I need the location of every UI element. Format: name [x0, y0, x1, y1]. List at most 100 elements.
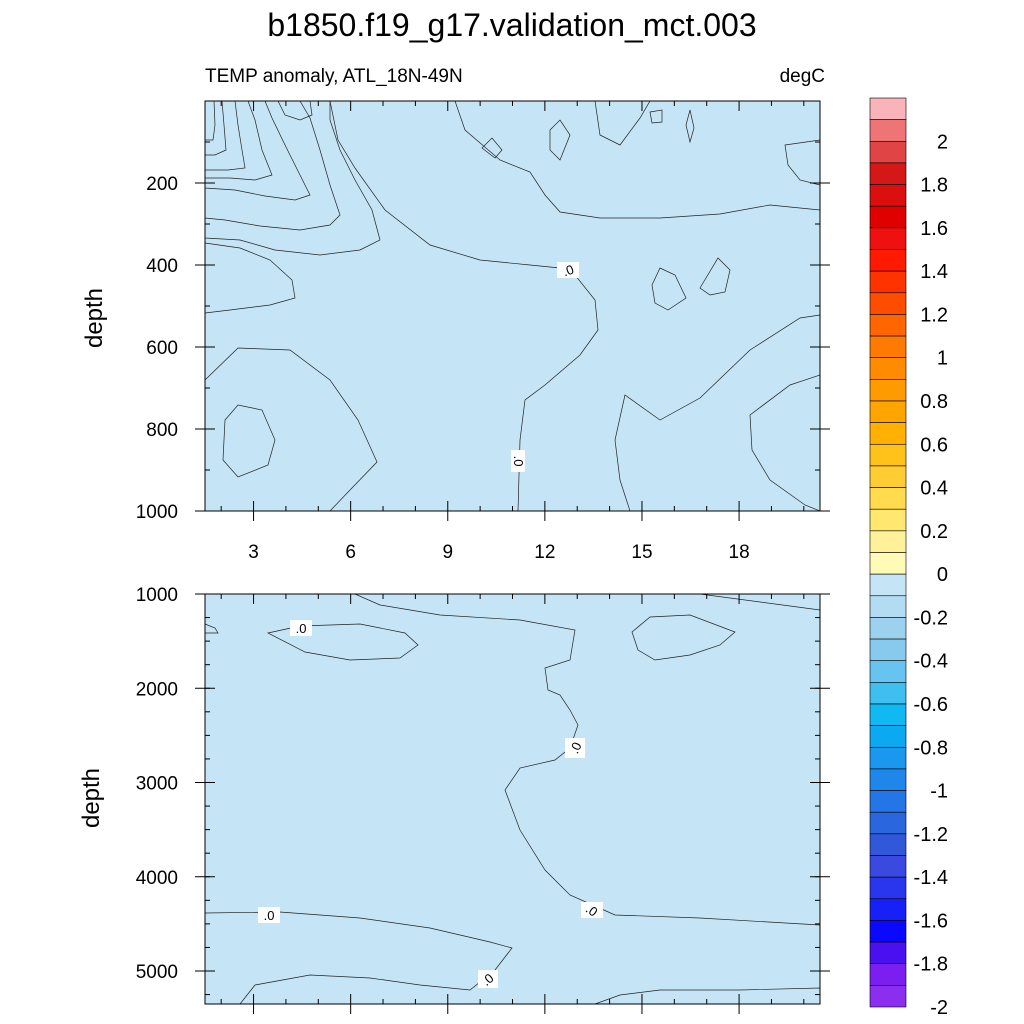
colorbar-swatch: [869, 314, 907, 337]
top-cold-core-1: [205, 101, 381, 256]
colorbar-swatch: [869, 941, 907, 965]
top-ytick-label: 1000: [136, 502, 178, 523]
bottom-y-axis-label: depth: [78, 768, 105, 828]
top-cold-core-4: [205, 101, 273, 181]
top-contour-label-2-text: .0: [511, 456, 526, 467]
colorbar-swatch: [869, 184, 907, 207]
bottom-contour-label-1: .0: [290, 620, 312, 636]
top-xtick-label: 6: [345, 542, 356, 563]
colorbar-swatch: [869, 335, 907, 359]
top-field-base: [205, 101, 820, 511]
colorbar-swatch: [869, 833, 907, 856]
colorbar-swatch: [869, 790, 907, 813]
top-warm-patch-a: [594, 101, 651, 146]
bottom-ytick-label: 2000: [136, 679, 178, 700]
top-y-axis-label: depth: [81, 288, 108, 348]
bottom-panel-plot: .0 .0 .0 .0 .0: [204, 593, 821, 1005]
colorbar-swatch: [869, 270, 907, 294]
colorbar: 2 1.8 1.6 1.4 1.2 1 0.8 0.6 0.4 0.2 0 -0.2 -0.4 -0.6 -…: [869, 97, 948, 1019]
colorbar-swatch: [869, 617, 907, 640]
top-xtick-label: 12: [534, 542, 555, 563]
colorbar-swatch: [869, 465, 907, 488]
colorbar-swatch: [869, 400, 907, 423]
colorbar-swatch: [869, 97, 907, 120]
top-contour-label-1: .0: [557, 262, 579, 280]
colorbar-swatch: [869, 508, 907, 532]
top-ytick-label: 800: [146, 420, 178, 441]
top-cold-core-5: [205, 101, 246, 171]
top-cold-island-c: [651, 267, 687, 311]
chart-units: degC: [780, 66, 825, 87]
bottom-y-axis: 1000 2000 3000 4000 5000: [136, 585, 830, 996]
colorbar-swatch: [869, 422, 907, 445]
bottom-field-base: [205, 594, 820, 1004]
colorbar-label: -2: [930, 997, 948, 1019]
top-xtick-label: 3: [248, 542, 259, 563]
bottom-contour-label-2: .0: [565, 738, 585, 758]
colorbar-label: 2: [937, 131, 948, 153]
top-warm-patch-d: [649, 109, 663, 124]
colorbar-swatch: [869, 920, 907, 943]
top-xtick-label: 18: [729, 542, 750, 563]
colorbar-swatch: [869, 703, 907, 726]
top-cold-bump: [277, 101, 313, 121]
colorbar-label: -1.8: [914, 954, 948, 976]
top-xtick-label: 15: [631, 542, 652, 563]
top-xtick-label: 9: [442, 542, 453, 563]
colorbar-label: 1.4: [920, 261, 948, 283]
colorbar-swatch: [869, 898, 907, 921]
top-cold-core-7: [205, 101, 216, 141]
colorbar-swatch: [869, 249, 907, 272]
colorbar-label: 1.6: [920, 218, 948, 240]
colorbar-label: 0.6: [920, 434, 948, 456]
bottom-contour-label-3: .0: [581, 901, 603, 920]
colorbar-swatch: [869, 660, 907, 683]
top-cold-pool-inner: [222, 404, 276, 478]
top-ytick-label: 200: [146, 174, 178, 195]
top-cold-core-6: [205, 101, 227, 156]
bottom-upper-lens: [266, 623, 419, 661]
colorbar-swatch: [869, 140, 907, 164]
top-cold-island-a: [481, 137, 503, 159]
top-cold-island-b: [685, 109, 695, 144]
colorbar-swatch: [869, 205, 907, 229]
colorbar-swatch: [869, 292, 907, 315]
top-ytick-label: 600: [146, 338, 178, 359]
bottom-left-edge-lens: [205, 623, 219, 634]
colorbar-label: 1.2: [920, 304, 948, 326]
colorbar-label: 0: [937, 564, 948, 586]
colorbar-swatch: [869, 443, 907, 467]
colorbar-swatch: [869, 725, 907, 748]
top-contour-label-1-text: .0: [561, 262, 576, 280]
colorbar-swatch: [869, 552, 907, 575]
top-positive-region: [329, 101, 820, 511]
colorbar-swatch: [869, 768, 907, 791]
colorbar-label: -1.6: [914, 910, 948, 932]
bottom-lower-right-band: [594, 987, 820, 1004]
colorbar-label: -0.6: [914, 694, 948, 716]
colorbar-label: 0.8: [920, 391, 948, 413]
colorbar-label: 0.4: [920, 478, 948, 500]
colorbar-label: -0.4: [914, 651, 948, 673]
colorbar-swatch: [869, 811, 907, 835]
colorbar-swatch: [869, 119, 907, 142]
colorbar-swatch: [869, 746, 907, 770]
bottom-top-right-band: [699, 594, 820, 611]
top-warm-patch-c: [549, 119, 571, 161]
top-cold-core-2: [205, 101, 341, 231]
colorbar-label: -1.2: [914, 824, 948, 846]
top-ytick-label: 400: [146, 256, 178, 277]
colorbar-swatch: [869, 227, 907, 250]
top-left-positive-lens: [205, 242, 296, 314]
bottom-contour-label-5: .0: [478, 970, 498, 989]
chart-title: b1850.f19_g17.validation_mct.003: [267, 7, 756, 43]
bottom-lower-lens: [205, 911, 513, 1004]
top-cold-island-d: [699, 257, 731, 296]
bottom-contour-label-1-text: .0: [296, 621, 307, 636]
colorbar-swatch: [869, 379, 907, 402]
colorbar-swatch: [869, 573, 907, 597]
bottom-ytick-label: 3000: [136, 774, 178, 795]
bottom-contour-label-4: .0: [258, 907, 280, 923]
top-contour-label-2: .0: [511, 450, 526, 472]
